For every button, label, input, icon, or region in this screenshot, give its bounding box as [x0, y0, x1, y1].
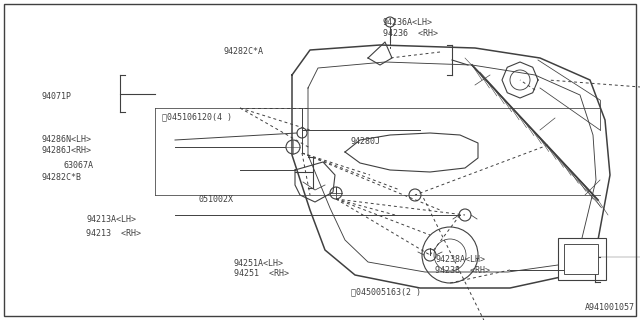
- Text: Ⓢ045005163(2 ): Ⓢ045005163(2 ): [351, 288, 420, 297]
- Text: 94236A<LH>: 94236A<LH>: [383, 18, 433, 27]
- Text: 94238A<LH>: 94238A<LH>: [435, 255, 485, 264]
- Text: 94251  <RH>: 94251 <RH>: [234, 269, 289, 278]
- Text: Ⓢ045106120(4 ): Ⓢ045106120(4 ): [162, 112, 232, 121]
- Text: 94213A<LH>: 94213A<LH>: [86, 215, 136, 224]
- Text: A941001057: A941001057: [585, 303, 635, 312]
- Text: 051002X: 051002X: [198, 195, 234, 204]
- Text: 94282C*B: 94282C*B: [42, 173, 82, 182]
- Text: 94071P: 94071P: [42, 92, 72, 101]
- Bar: [564, 244, 598, 274]
- Text: 94282C*A: 94282C*A: [224, 47, 264, 56]
- Bar: [558, 238, 606, 280]
- Text: 94236  <RH>: 94236 <RH>: [383, 29, 438, 38]
- Text: 94286N<LH>: 94286N<LH>: [42, 135, 92, 144]
- Text: 94286J<RH>: 94286J<RH>: [42, 146, 92, 155]
- Text: 94238  <RH>: 94238 <RH>: [435, 266, 490, 275]
- Text: 94213  <RH>: 94213 <RH>: [86, 229, 141, 238]
- Text: 94280J: 94280J: [351, 137, 381, 146]
- Text: 94251A<LH>: 94251A<LH>: [234, 259, 284, 268]
- Text: 63067A: 63067A: [64, 161, 94, 170]
